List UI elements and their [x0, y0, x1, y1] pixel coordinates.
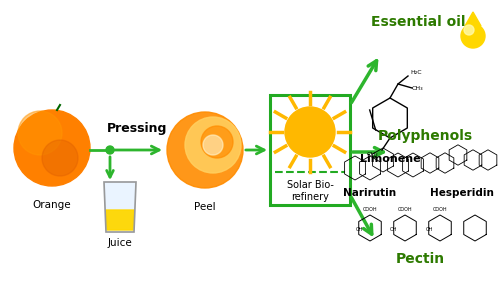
Polygon shape	[104, 182, 136, 232]
Text: CH₃: CH₃	[366, 152, 378, 157]
Text: Solar Bio-
refinery: Solar Bio- refinery	[286, 180, 334, 201]
Text: Juice: Juice	[108, 238, 132, 248]
Text: OH: OH	[355, 227, 363, 232]
Text: COOH: COOH	[398, 207, 412, 212]
Circle shape	[185, 117, 241, 173]
Text: Peel: Peel	[194, 202, 216, 212]
Text: Orange: Orange	[32, 200, 72, 210]
Circle shape	[285, 107, 335, 157]
Circle shape	[18, 111, 62, 155]
FancyBboxPatch shape	[270, 95, 350, 205]
Text: Hesperidin: Hesperidin	[430, 188, 494, 198]
Text: Narirutin: Narirutin	[344, 188, 396, 198]
Text: Essential oil: Essential oil	[371, 15, 465, 29]
Text: OH: OH	[425, 227, 433, 232]
Circle shape	[461, 24, 485, 48]
Text: Pressing: Pressing	[108, 122, 168, 135]
Text: OH: OH	[390, 227, 398, 232]
Polygon shape	[465, 12, 481, 26]
Circle shape	[14, 110, 90, 186]
Text: Limonene: Limonene	[360, 154, 420, 164]
Circle shape	[42, 140, 78, 176]
Circle shape	[201, 126, 233, 158]
Circle shape	[106, 146, 114, 154]
Text: Polyphenols: Polyphenols	[378, 129, 472, 143]
Text: H₂C: H₂C	[410, 70, 422, 74]
Text: Pectin: Pectin	[396, 252, 444, 266]
Text: COOH: COOH	[362, 207, 378, 212]
Circle shape	[167, 112, 243, 188]
Text: COOH: COOH	[432, 207, 448, 212]
Circle shape	[464, 25, 474, 35]
Polygon shape	[106, 210, 134, 230]
Text: CH₃: CH₃	[412, 86, 424, 91]
Circle shape	[203, 135, 223, 155]
